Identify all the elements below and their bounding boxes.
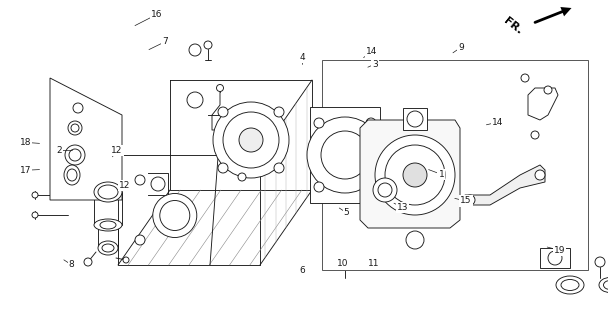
Circle shape [373, 178, 397, 202]
Circle shape [153, 194, 197, 237]
Text: 8: 8 [69, 260, 75, 269]
Circle shape [216, 84, 224, 92]
Circle shape [535, 170, 545, 180]
Text: 13: 13 [397, 203, 408, 212]
Circle shape [213, 102, 289, 178]
Text: FR.: FR. [502, 16, 524, 36]
Text: 12: 12 [119, 181, 130, 190]
Circle shape [135, 175, 145, 185]
Text: 3: 3 [372, 60, 378, 68]
Circle shape [314, 118, 324, 128]
Circle shape [71, 124, 79, 132]
Text: 14: 14 [367, 47, 378, 56]
Circle shape [274, 107, 284, 117]
Text: 1: 1 [438, 170, 444, 179]
Ellipse shape [604, 281, 608, 290]
Circle shape [465, 195, 475, 205]
Circle shape [218, 163, 228, 173]
Text: 14: 14 [492, 118, 503, 127]
Text: 6: 6 [299, 266, 305, 275]
Circle shape [406, 231, 424, 249]
Text: 7: 7 [162, 37, 168, 46]
Bar [310, 107, 380, 203]
Text: 4: 4 [299, 53, 305, 62]
Circle shape [403, 163, 427, 187]
Polygon shape [528, 88, 558, 120]
Polygon shape [561, 7, 572, 16]
Circle shape [68, 121, 82, 135]
Circle shape [84, 258, 92, 266]
Ellipse shape [599, 277, 608, 292]
Circle shape [189, 44, 201, 56]
Polygon shape [465, 165, 545, 205]
Circle shape [274, 163, 284, 173]
Circle shape [375, 135, 455, 215]
Circle shape [407, 111, 423, 127]
Text: 17: 17 [20, 166, 31, 175]
Text: 9: 9 [458, 43, 464, 52]
Circle shape [223, 112, 279, 168]
Circle shape [544, 86, 552, 94]
Ellipse shape [98, 241, 118, 255]
Circle shape [378, 183, 392, 197]
Circle shape [204, 41, 212, 49]
Ellipse shape [94, 182, 122, 202]
Circle shape [531, 131, 539, 139]
Circle shape [314, 182, 324, 192]
Circle shape [521, 74, 529, 82]
Polygon shape [360, 120, 460, 228]
Ellipse shape [102, 244, 114, 252]
Bar [403, 108, 427, 130]
Ellipse shape [94, 219, 122, 231]
Circle shape [321, 131, 369, 179]
Circle shape [239, 128, 263, 152]
Ellipse shape [64, 165, 80, 185]
Circle shape [160, 201, 190, 230]
Text: 19: 19 [554, 246, 565, 255]
Text: 11: 11 [368, 259, 379, 268]
Circle shape [366, 118, 376, 128]
Circle shape [32, 192, 38, 198]
Circle shape [385, 145, 445, 205]
Text: 12: 12 [111, 146, 122, 155]
Circle shape [32, 212, 38, 218]
Text: 18: 18 [20, 138, 31, 147]
Text: 5: 5 [344, 208, 350, 217]
Ellipse shape [100, 221, 116, 229]
Ellipse shape [561, 279, 579, 291]
Circle shape [151, 177, 165, 191]
Circle shape [307, 117, 383, 193]
Circle shape [73, 103, 83, 113]
Circle shape [65, 145, 85, 165]
Circle shape [366, 182, 376, 192]
Circle shape [238, 173, 246, 181]
Circle shape [69, 149, 81, 161]
Text: 15: 15 [460, 196, 471, 205]
Text: 10: 10 [337, 259, 348, 268]
Ellipse shape [556, 276, 584, 294]
Circle shape [123, 257, 129, 263]
Text: 2: 2 [57, 146, 63, 155]
Circle shape [595, 257, 605, 267]
Circle shape [135, 235, 145, 245]
Circle shape [218, 107, 228, 117]
Ellipse shape [98, 185, 118, 199]
Text: 16: 16 [151, 10, 162, 19]
Polygon shape [50, 78, 122, 200]
Ellipse shape [67, 169, 77, 181]
Circle shape [548, 251, 562, 265]
Bar [540, 248, 570, 268]
Polygon shape [322, 60, 588, 270]
Circle shape [187, 92, 203, 108]
